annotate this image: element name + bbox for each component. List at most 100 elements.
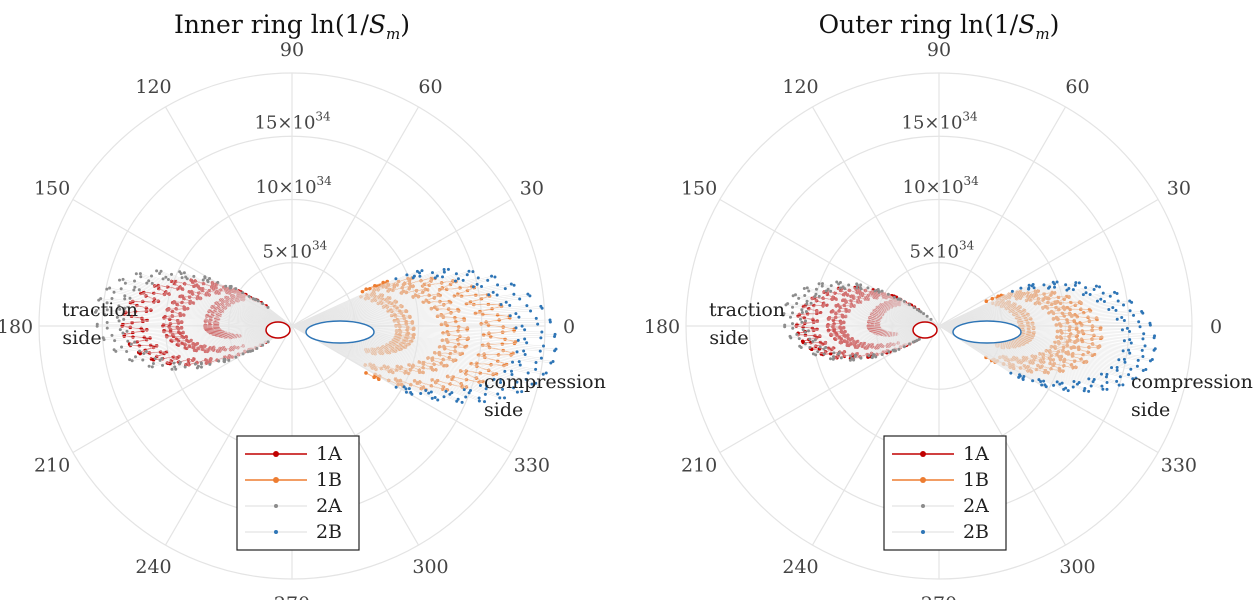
data-point xyxy=(832,351,836,355)
data-point xyxy=(897,347,901,351)
data-point xyxy=(418,271,422,275)
data-point xyxy=(524,377,528,381)
data-point xyxy=(144,309,149,313)
data-point xyxy=(798,317,802,321)
data-point xyxy=(1042,379,1046,383)
data-point xyxy=(117,304,121,308)
data-point xyxy=(1116,299,1120,303)
data-point xyxy=(520,324,524,328)
angle-tick-label: 240 xyxy=(782,556,818,578)
data-point xyxy=(829,333,833,337)
data-point xyxy=(439,322,444,327)
data-point xyxy=(493,275,497,279)
data-point xyxy=(855,283,859,287)
data-point xyxy=(789,336,793,340)
angle-tick-label: 300 xyxy=(1059,556,1095,578)
data-point xyxy=(404,390,408,394)
data-point xyxy=(442,395,446,399)
data-point xyxy=(499,303,503,307)
data-point xyxy=(536,322,540,326)
data-point xyxy=(1144,367,1148,371)
data-point xyxy=(456,307,460,312)
data-point xyxy=(427,391,431,395)
series-ray xyxy=(103,325,293,338)
data-point xyxy=(114,349,118,353)
data-point xyxy=(1077,300,1082,304)
data-point xyxy=(538,349,542,353)
data-point xyxy=(120,345,124,349)
data-point xyxy=(1115,291,1119,295)
data-point xyxy=(123,306,127,310)
data-point xyxy=(121,277,125,281)
series-ray xyxy=(119,308,293,327)
annotation-label: traction side xyxy=(709,299,785,349)
data-point xyxy=(145,327,149,332)
data-point xyxy=(122,334,127,338)
data-point xyxy=(158,358,162,362)
data-point xyxy=(925,314,929,318)
data-point xyxy=(1042,283,1046,287)
data-point xyxy=(137,343,142,348)
data-point xyxy=(880,352,884,356)
data-point xyxy=(147,364,151,368)
data-point xyxy=(132,288,136,292)
data-point xyxy=(1043,383,1047,387)
data-point xyxy=(788,315,792,319)
data-point xyxy=(499,378,503,382)
data-point xyxy=(1114,308,1118,312)
data-point xyxy=(523,337,527,341)
data-point xyxy=(402,385,406,389)
data-point xyxy=(831,357,835,361)
data-point xyxy=(534,367,538,371)
data-point xyxy=(105,301,109,305)
data-point xyxy=(193,362,197,366)
data-point xyxy=(443,321,448,325)
data-point xyxy=(192,274,196,278)
data-point xyxy=(1032,286,1036,290)
data-point xyxy=(478,383,482,387)
angle-tick-label: 330 xyxy=(1161,455,1197,477)
data-point xyxy=(822,352,826,356)
data-point xyxy=(515,390,519,394)
angle-tick-label: 210 xyxy=(681,455,717,477)
data-point xyxy=(1117,383,1121,387)
data-point xyxy=(121,331,125,335)
data-point xyxy=(893,349,897,353)
data-point xyxy=(499,381,503,385)
data-point xyxy=(1089,384,1093,388)
data-point xyxy=(411,326,416,331)
data-point xyxy=(483,400,487,404)
data-point xyxy=(1073,283,1077,287)
data-point xyxy=(112,290,116,294)
data-point xyxy=(182,307,187,311)
grid-spoke xyxy=(164,325,293,546)
data-point xyxy=(1073,303,1078,308)
data-point xyxy=(134,355,138,359)
data-point xyxy=(791,305,795,309)
annotation-label: compression side xyxy=(1131,371,1253,421)
data-point xyxy=(1092,377,1096,381)
data-point xyxy=(915,308,919,312)
data-point xyxy=(870,356,874,360)
data-point xyxy=(1128,338,1132,342)
data-point xyxy=(147,279,151,283)
data-point xyxy=(1123,360,1127,364)
data-point xyxy=(435,274,439,278)
data-point xyxy=(790,311,794,315)
series-ray xyxy=(104,325,293,340)
data-point xyxy=(476,276,480,280)
data-point xyxy=(415,269,419,273)
polar-plot-outer: 0 30 60 90 120 150 180 210 240 270 300 330 5×1034 10×… xyxy=(644,39,1253,600)
data-point xyxy=(929,317,933,321)
data-point xyxy=(364,287,368,292)
data-point xyxy=(523,328,527,332)
data-point xyxy=(173,365,177,369)
data-point xyxy=(512,283,516,287)
series-ray xyxy=(291,288,506,327)
data-point xyxy=(1087,377,1091,381)
data-point xyxy=(409,390,413,394)
data-point xyxy=(450,391,454,395)
data-point xyxy=(479,321,483,326)
data-point xyxy=(464,395,468,399)
data-point xyxy=(117,319,121,323)
